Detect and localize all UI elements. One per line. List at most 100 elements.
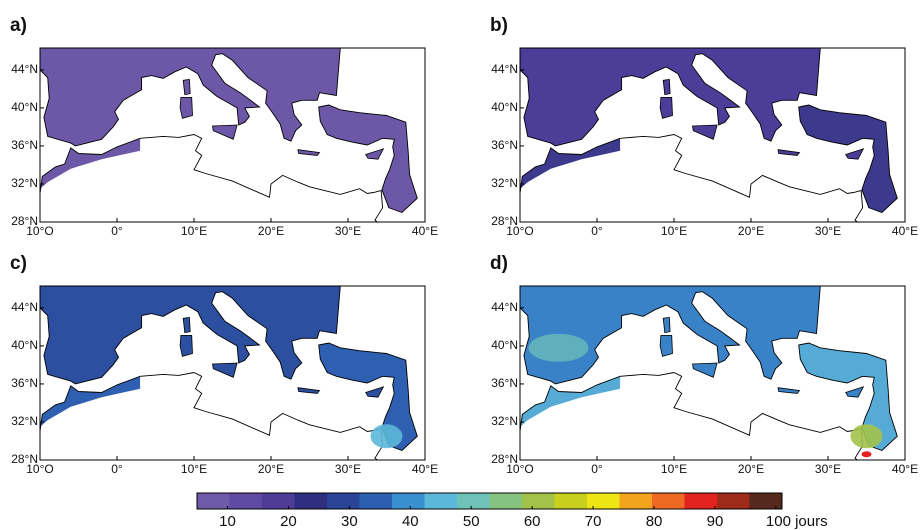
hot-area: [850, 424, 883, 449]
lat-label: 32°N: [491, 176, 518, 190]
panel-label: c): [10, 253, 27, 274]
lat-label: 36°N: [11, 376, 38, 390]
island: [297, 387, 321, 394]
lon-label: 30°E: [335, 224, 361, 238]
map-border: [519, 47, 906, 223]
lat-label: 32°N: [11, 176, 38, 190]
colorbar-swatch: [262, 493, 295, 509]
colorbar-label: 70: [585, 513, 602, 530]
island: [212, 362, 238, 378]
island: [182, 316, 191, 334]
lat-label: 36°N: [491, 376, 518, 390]
coast-africa: [519, 372, 864, 461]
colorbar-label: 10: [219, 513, 236, 530]
map-border: [519, 285, 906, 461]
land-turkey: [318, 104, 418, 214]
lat-label: 28°N: [11, 214, 38, 228]
island: [692, 124, 718, 140]
map-border: [39, 47, 426, 223]
island: [659, 97, 673, 119]
lon-label: 10°O: [26, 224, 53, 238]
island: [179, 97, 193, 119]
colorbar-swatch: [489, 493, 523, 509]
colorbar-swatch: [327, 493, 360, 509]
colorbar-label: 40: [402, 513, 419, 530]
island: [777, 387, 801, 394]
coast-africa: [39, 372, 384, 461]
lon-label: 40°E: [412, 224, 438, 238]
lon-label: 10°O: [506, 462, 533, 476]
island: [662, 316, 671, 334]
lat-label: 32°N: [11, 414, 38, 428]
land-africa-data: [40, 376, 141, 427]
colorbar-swatch: [684, 493, 718, 509]
panel-label: a): [10, 15, 27, 36]
lon-label: 0°: [591, 462, 603, 476]
coast-africa: [519, 134, 864, 223]
land-africa-data: [520, 376, 621, 427]
lat-label: 36°N: [491, 138, 518, 152]
hot-area: [370, 424, 403, 449]
lon-label: 10°O: [26, 462, 53, 476]
lon-label: 30°E: [815, 462, 841, 476]
land-africa-data: [40, 138, 141, 189]
lon-label: 40°E: [412, 462, 438, 476]
colorbar-swatch: [392, 493, 425, 509]
lat-label: 44°N: [491, 62, 518, 76]
island: [365, 386, 385, 398]
lon-label: 40°E: [892, 462, 918, 476]
lon-label: 20°E: [738, 224, 764, 238]
colorbar-label: 90: [707, 513, 724, 530]
lat-label: 44°N: [11, 62, 38, 76]
hot-spot: [861, 451, 872, 458]
lon-label: 10°E: [181, 224, 207, 238]
island: [777, 149, 801, 156]
colorbar-label: 100 jours: [766, 513, 828, 530]
lon-label: 10°E: [661, 224, 687, 238]
panel-label: b): [490, 15, 508, 36]
lat-label: 28°N: [491, 214, 518, 228]
land-turkey: [798, 342, 898, 452]
lat-label: 40°N: [11, 100, 38, 114]
coast-africa: [39, 134, 384, 223]
lat-label: 32°N: [491, 414, 518, 428]
lon-label: 30°E: [815, 224, 841, 238]
colorbar-swatch: [294, 493, 328, 509]
lat-label: 40°N: [491, 100, 518, 114]
colorbar-swatch: [359, 493, 393, 509]
lon-label: 40°E: [892, 224, 918, 238]
lon-label: 0°: [591, 224, 603, 238]
island: [692, 362, 718, 378]
colorbar-label: 20: [280, 513, 297, 530]
map: [39, 47, 418, 223]
island: [212, 124, 238, 140]
land-turkey: [798, 104, 898, 214]
island: [659, 334, 673, 357]
lon-label: 10°E: [661, 462, 687, 476]
warm-area: [528, 333, 589, 362]
lon-label: 0°: [111, 224, 123, 238]
land-turkey: [318, 342, 418, 452]
colorbar-swatch: [229, 493, 263, 509]
lat-label: 40°N: [11, 338, 38, 352]
lat-label: 40°N: [491, 338, 518, 352]
lat-label: 28°N: [11, 452, 38, 466]
lon-label: 20°E: [258, 224, 284, 238]
colorbar-swatch: [424, 493, 458, 509]
colorbar-swatch: [619, 493, 653, 509]
colorbar-swatch: [717, 493, 750, 509]
colorbar-label: 80: [646, 513, 663, 530]
island: [179, 334, 193, 357]
map-border: [39, 285, 426, 461]
colorbar-label: 30: [341, 513, 358, 530]
island: [845, 148, 865, 160]
colorbar-swatch: [652, 493, 685, 509]
island: [297, 149, 321, 156]
colorbar-swatch: [522, 493, 555, 509]
lon-label: 20°E: [258, 462, 284, 476]
lon-label: 30°E: [335, 462, 361, 476]
map: [519, 47, 898, 223]
lon-label: 10°O: [506, 224, 533, 238]
island: [845, 386, 865, 398]
